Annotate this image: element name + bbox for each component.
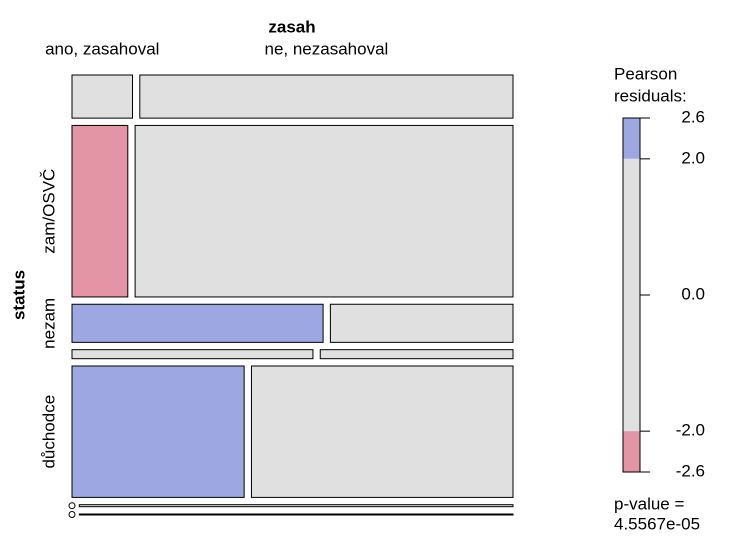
tile <box>139 74 514 119</box>
p-value: 4.5567e-05 <box>614 514 700 533</box>
zero-cell <box>68 510 76 518</box>
tile <box>71 349 314 360</box>
legend-tick-label: -2.0 <box>676 421 705 440</box>
row-label: nezam <box>39 298 58 349</box>
tile <box>71 124 129 298</box>
column-label: ano, zasahoval <box>45 39 159 58</box>
zero-cell <box>68 502 76 510</box>
row-label: zam/OSVČ <box>39 169 58 254</box>
legend-band <box>623 431 640 472</box>
tile <box>250 365 514 498</box>
tile <box>78 504 514 508</box>
row-axis-label: status <box>9 270 28 320</box>
tile <box>71 74 134 119</box>
legend-tick-label: 0.0 <box>681 284 705 303</box>
legend-title: Pearson <box>614 64 677 83</box>
tile <box>134 124 514 298</box>
legend-tick-label: 2.0 <box>681 148 705 167</box>
tile <box>71 303 324 343</box>
tile <box>71 365 245 498</box>
column-label: ne, nezasahoval <box>264 39 388 58</box>
column-axis-label: zasah <box>268 17 315 36</box>
legend-band <box>623 118 640 159</box>
legend-tick-label: 2.6 <box>681 107 705 126</box>
legend-band <box>623 158 640 432</box>
legend-title: residuals: <box>614 86 687 105</box>
p-value-label: p-value = <box>614 494 684 513</box>
legend-tick-label: -2.6 <box>676 461 705 480</box>
row-label: důchodce <box>39 395 58 469</box>
tile <box>319 349 514 360</box>
tile <box>78 513 514 516</box>
tile <box>329 303 514 343</box>
